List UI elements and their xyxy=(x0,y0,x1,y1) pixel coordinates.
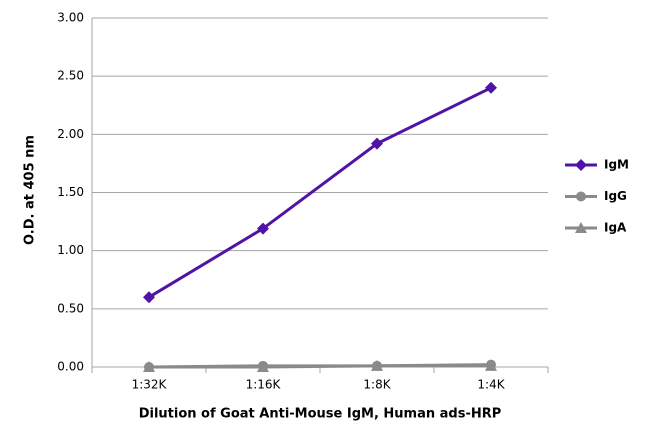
x-tick-label: 1:8K xyxy=(363,378,391,392)
x-axis-title: Dilution of Goat Anti-Mouse IgM, Human a… xyxy=(139,407,502,422)
series-line xyxy=(148,363,492,369)
marker xyxy=(371,137,383,150)
marker xyxy=(144,362,154,372)
marker xyxy=(372,360,382,371)
marker xyxy=(143,291,155,304)
x-tick-label: 1:4K xyxy=(477,378,505,392)
y-axis-title: O.D. at 405 nm xyxy=(23,135,38,245)
marker xyxy=(486,359,496,370)
x-tick-label: 1:16K xyxy=(246,378,282,392)
y-tick-label: 1.50 xyxy=(57,185,84,199)
y-tick-label: 2.50 xyxy=(57,69,84,83)
legend-label: IgG xyxy=(604,189,627,203)
y-tick-label: 0.00 xyxy=(57,360,84,374)
marker xyxy=(258,360,268,371)
marker xyxy=(576,191,586,202)
y-tick-label: 0.50 xyxy=(57,301,84,315)
marker xyxy=(485,81,497,94)
series-line xyxy=(148,86,492,299)
marker xyxy=(575,159,587,171)
y-tick-label: 3.00 xyxy=(57,11,84,25)
y-tick-label: 1.00 xyxy=(57,243,84,257)
legend-label: IgA xyxy=(604,221,627,235)
legend-label: IgM xyxy=(604,158,629,172)
marker xyxy=(257,222,269,235)
marker xyxy=(575,222,587,233)
y-tick-label: 2.00 xyxy=(57,127,84,141)
x-tick-label: 1:32K xyxy=(132,378,168,392)
